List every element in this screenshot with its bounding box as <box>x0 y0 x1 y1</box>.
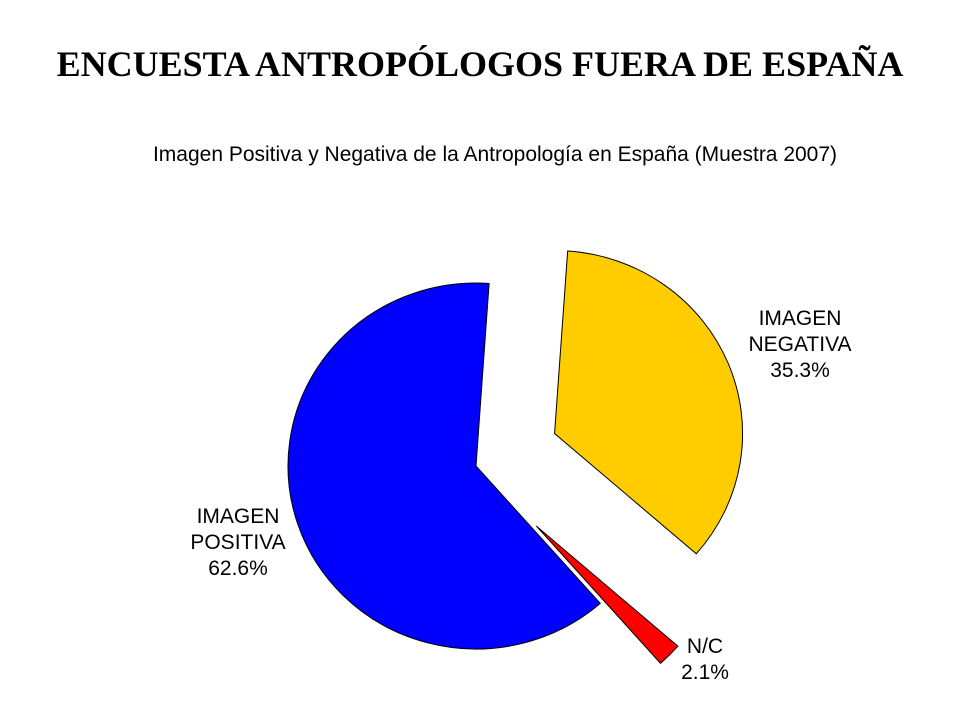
slice-value-nc: 2.1% <box>681 661 729 684</box>
slice-label-negativa: IMAGEN NEGATIVA 35.3% <box>725 306 875 384</box>
slide-title: ENCUESTA ANTROPÓLOGOS FUERA DE ESPAÑA <box>56 44 904 84</box>
slice-nc <box>535 525 679 665</box>
slice-label-nc: N/C 2.1% <box>660 634 750 686</box>
slice-label-negativa-line2: NEGATIVA <box>748 333 852 356</box>
slice-label-negativa-line1: IMAGEN <box>758 307 842 330</box>
slice-label-positiva-line2: POSITIVA <box>190 531 286 554</box>
slice-label-nc-line1: N/C <box>686 635 724 658</box>
slice-value-negativa: 35.3% <box>770 359 830 382</box>
slice-label-positiva: IMAGEN POSITIVA 62.6% <box>168 504 308 582</box>
chart-title: Imagen Positiva y Negativa de la Antropo… <box>152 143 838 166</box>
slice-negativa <box>554 250 744 555</box>
slice-positiva <box>287 282 601 650</box>
slice-value-positiva: 62.6% <box>208 557 268 580</box>
slice-label-positiva-line1: IMAGEN <box>196 505 280 528</box>
